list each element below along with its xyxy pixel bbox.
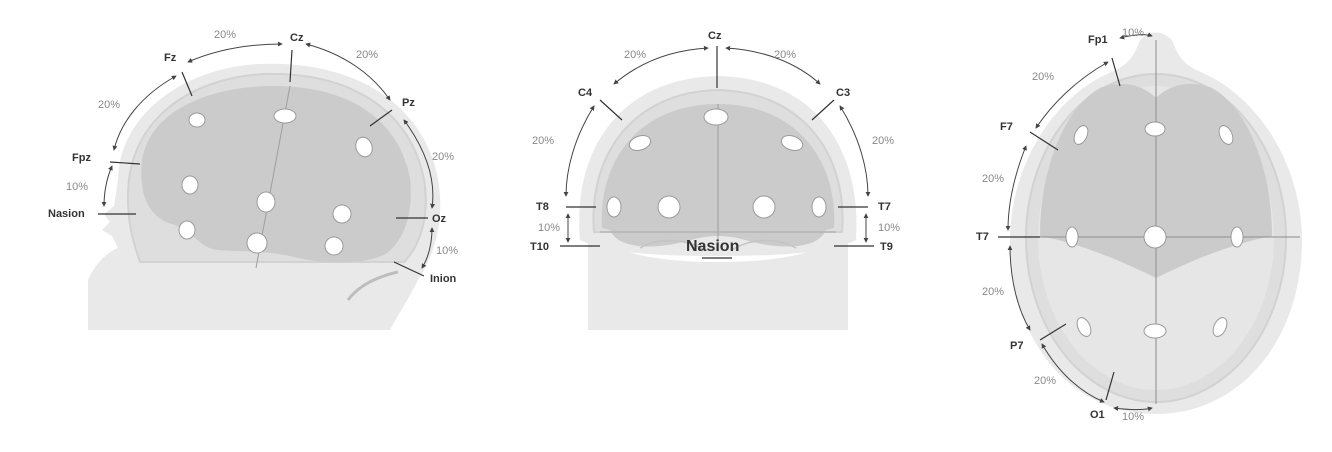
label-fpz: Fpz [72,152,91,164]
arc [305,42,391,101]
electrode [1076,317,1092,337]
electrode [324,236,344,256]
label-nasion: Nasion [48,208,85,220]
percent-label: 20% [982,173,1004,185]
electrode [178,220,196,240]
electrode [780,135,804,151]
top-view: Fp1 F7 T7 P7 O1 10% 20% 20% 20% 20% 10% [976,27,1302,423]
arc [1035,61,1109,129]
label-t9: T9 [880,241,893,253]
arc [613,45,709,85]
percent-label: 10% [538,222,560,234]
tick-mark [181,71,193,97]
electrode [1230,226,1244,248]
label-c3: C3 [836,87,850,99]
electrode [606,196,622,218]
electrode [1143,323,1167,339]
tick-mark [811,99,835,121]
arc [112,75,177,151]
percent-label: 20% [214,29,236,41]
front-view: Cz C4 C3 T8 T7 T10 T9 Nasion 20% 20% 20%… [530,30,900,330]
percent-label: 20% [624,49,646,61]
tick-mark [1029,131,1059,151]
label-cz: Cz [290,32,304,44]
percent-label: 20% [1034,375,1056,387]
label-nasion: Nasion [686,238,739,255]
arc [403,119,436,209]
label-o1: O1 [1090,409,1105,421]
tick-mark [1111,57,1121,87]
tick-mark [289,49,293,83]
label-t8: T8 [536,201,549,213]
label-f7: F7 [1000,121,1013,133]
label-inion: Inion [430,273,457,285]
percent-label: 20% [432,151,454,163]
tick-mark [1039,323,1067,341]
label-oz: Oz [432,213,447,225]
electrode [355,136,373,158]
label-p7: P7 [1010,340,1023,352]
percent-label: 10% [878,222,900,234]
percent-label: 10% [1122,27,1144,39]
label-c4: C4 [578,87,593,99]
arc [1007,245,1031,331]
tick-mark [393,261,425,277]
electrode [1143,225,1167,249]
percent-label: 20% [982,286,1004,298]
front-face-contour [639,239,797,251]
arc [725,45,821,85]
electrode [657,195,681,219]
tick-mark [599,99,623,121]
percent-label: 20% [774,49,796,61]
arc [1113,406,1153,412]
electrode [256,191,276,213]
arc [1041,343,1105,403]
tick-mark [109,161,141,165]
electrode [1065,226,1079,248]
percent-label: 20% [356,49,378,61]
electrode [628,135,652,151]
front-neck [588,228,848,330]
arc [1119,32,1153,40]
percent-label: 20% [532,135,554,147]
arc [563,105,595,197]
electrode [752,195,776,219]
label-t7: T7 [976,231,989,243]
label-t7: T7 [878,201,891,213]
arc [839,105,871,197]
percent-label: 10% [1122,411,1144,423]
percent-label: 10% [436,245,458,257]
tick-mark [369,109,393,127]
percent-label: 20% [98,99,120,111]
electrode [1218,125,1234,145]
electrode [1144,121,1166,137]
arc [187,41,283,63]
label-pz: Pz [402,97,415,109]
label-t10: T10 [530,241,549,253]
tick-mark [1105,371,1115,401]
electrode [1212,317,1228,337]
side-view: Fz Cz Pz Fpz Nasion Oz Inion 20% 20% 20%… [48,29,458,330]
arc [421,227,435,269]
electrode [246,232,268,254]
electrode [332,204,352,224]
label-fp1: Fp1 [1088,34,1108,46]
percent-label: 20% [1032,71,1054,83]
arc [101,165,113,207]
arc [1005,145,1027,231]
percent-label: 10% [66,181,88,193]
electrode [188,112,206,128]
electrode [811,196,827,218]
percent-label: 20% [872,135,894,147]
side-neck-line [346,270,399,301]
label-fz: Fz [164,52,177,64]
electrode [181,175,199,195]
label-cz: Cz [708,30,722,42]
electrode [703,108,729,126]
electrode [273,108,297,124]
